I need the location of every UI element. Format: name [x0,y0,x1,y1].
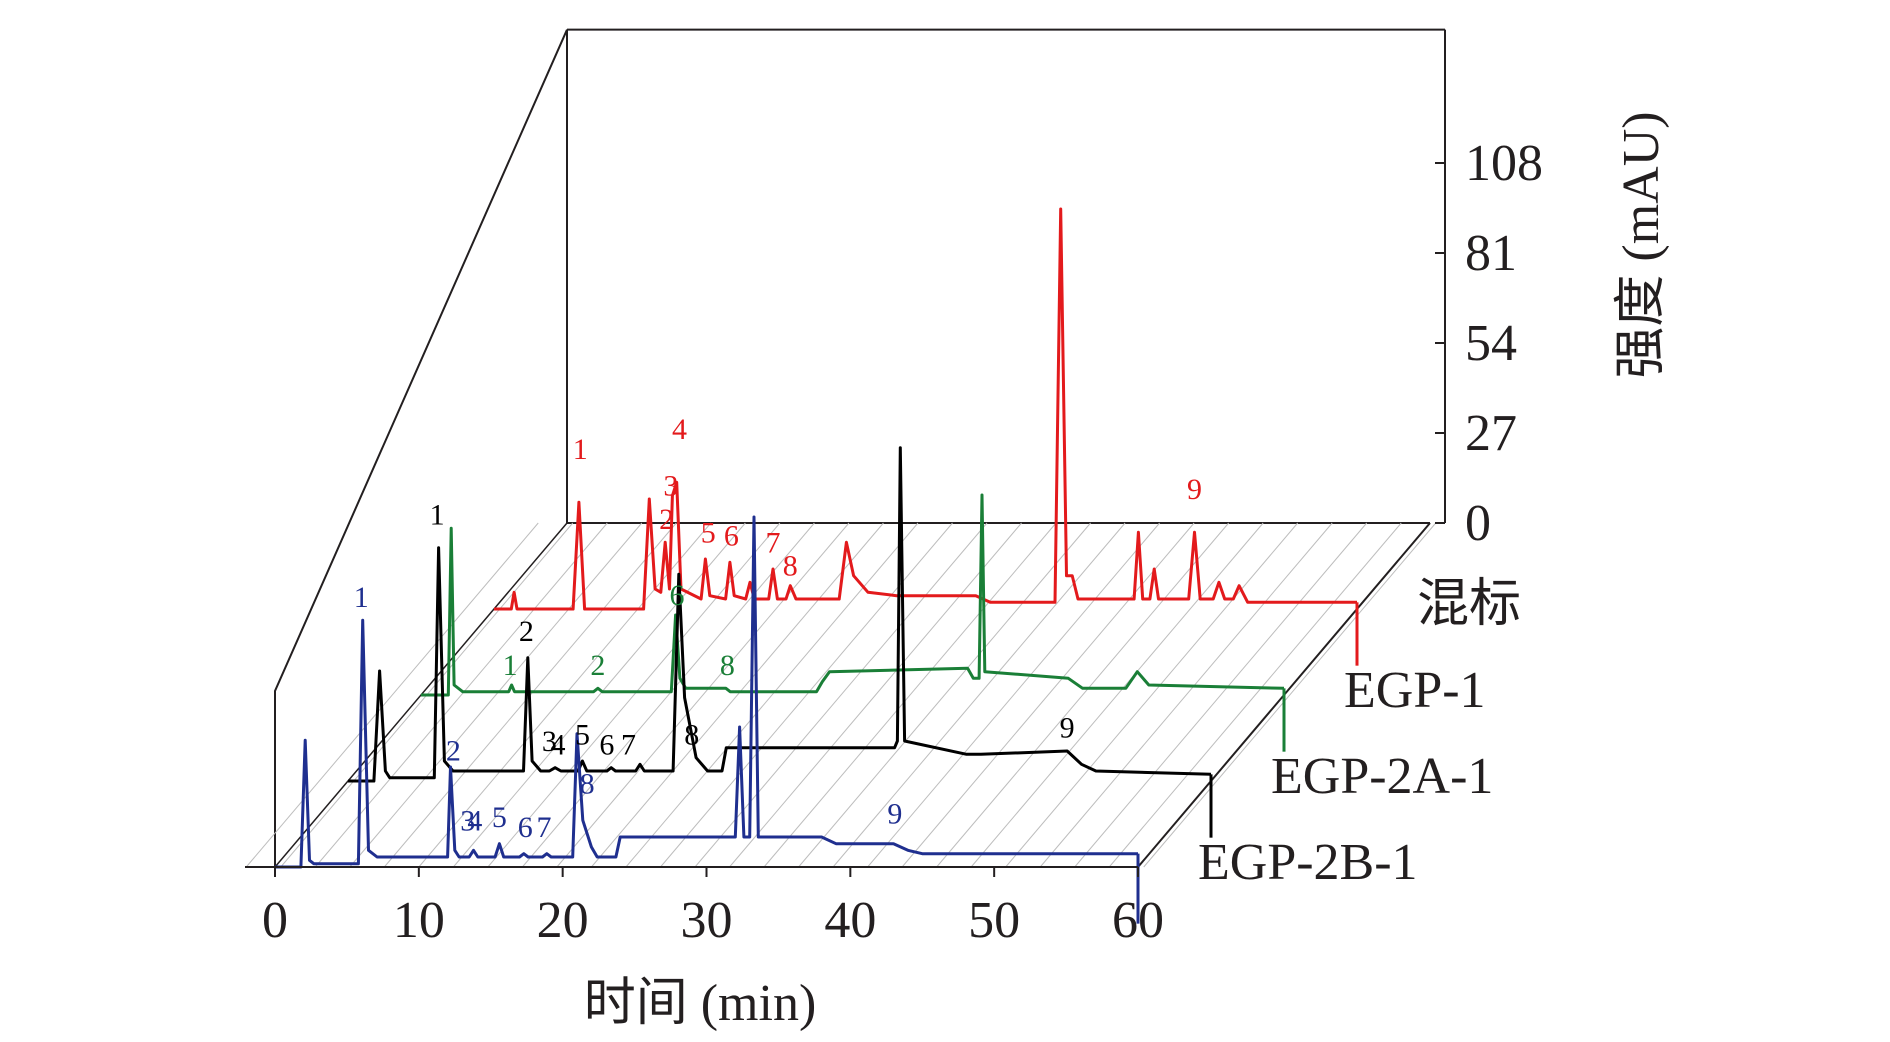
peak-label: 6 [724,520,739,553]
floor-hatch-line [936,522,1230,868]
series-layer [275,207,1359,924]
back-wall [566,29,1430,524]
series-line-3 [275,515,1138,869]
floor-hatch-line [591,522,884,868]
peak-label: 8 [720,649,735,682]
floor-hatch-line [1108,522,1402,868]
y-tick-label: 54 [1465,315,1517,372]
x-tick-label: 20 [537,892,589,949]
floor-hatch-line [314,522,608,868]
floor-hatch-line [832,522,1126,868]
x-tick-label: 40 [824,892,876,949]
peak-label: 7 [621,728,636,761]
peak-label: 4 [672,413,687,446]
peak-label: 1 [503,649,518,682]
peak-label: 8 [684,718,699,751]
floor-hatch-line [729,522,1022,868]
series-line-2 [348,446,1212,783]
peak-label: 7 [766,526,781,559]
peak-label: 2 [446,734,461,767]
peak-label: 3 [542,725,557,758]
peak-label: 3 [460,804,475,837]
x-axis-title: 时间 (min) [584,975,817,1032]
peak-label: 2 [519,615,534,648]
peak-label: 6 [518,811,533,844]
y-tick-label: 81 [1465,225,1517,282]
series-name-label: 混标 [1417,576,1521,633]
floor-hatch-line [798,522,1091,868]
series-line-1 [421,493,1285,697]
peak-label: 5 [492,801,507,834]
y-tick-label: 108 [1465,135,1543,192]
floor-hatch-line [452,522,746,868]
floor-hatch-line [522,522,815,868]
floor-hatch-line [1074,522,1368,868]
peak-label: 9 [1187,473,1202,506]
peak-label: 6 [599,728,614,761]
floor-hatch-line [660,522,953,868]
peak-label: 9 [1060,712,1075,745]
floor-hatching [245,522,1437,868]
floor-hatch-line [1039,522,1333,868]
x-tick-label: 0 [262,892,288,949]
peak-label: 8 [580,768,595,801]
floor-hatch-line [349,522,643,868]
peak-label: 1 [430,498,445,531]
floor-hatch-line [1143,522,1437,868]
peak-label: 3 [663,470,678,503]
floor-hatch-line [763,522,1057,868]
series-name-label: EGP-2B-1 [1198,834,1418,891]
series-name-label: EGP-2A-1 [1271,748,1493,805]
floor-hatch-line [625,522,919,868]
peak-label: 6 [670,579,685,612]
peak-label: 2 [659,503,674,536]
peak-label: 5 [575,718,590,751]
floor-hatch-line [970,522,1264,868]
y-tick-label: 27 [1465,405,1517,462]
y-axis-title: 强度 (mAU) [1613,111,1670,378]
peak-label: 1 [573,433,588,466]
series-name-label: EGP-1 [1344,662,1486,719]
peak-label: 5 [701,516,716,549]
peak-label: 7 [536,811,551,844]
floor-hatch-line [1005,522,1299,868]
floor-hatch-line [556,522,850,868]
peak-label: 4 [467,804,482,837]
x-tick-label: 50 [968,892,1020,949]
peak-label: 9 [887,798,902,831]
peak-label: 1 [354,581,369,614]
x-tick-label: 60 [1112,892,1164,949]
x-tick-label: 30 [681,892,733,949]
peak-label: 8 [783,550,798,583]
left-wall [274,29,568,867]
x-tick-label: 10 [393,892,445,949]
floor-hatch-line [901,522,1195,868]
peak-label: 2 [590,649,605,682]
floor-hatch-line [867,522,1160,868]
series-line-0 [494,207,1357,611]
peak-label: 4 [550,728,565,761]
y-tick-label: 0 [1465,495,1491,552]
floor-hatch-line [245,522,539,868]
